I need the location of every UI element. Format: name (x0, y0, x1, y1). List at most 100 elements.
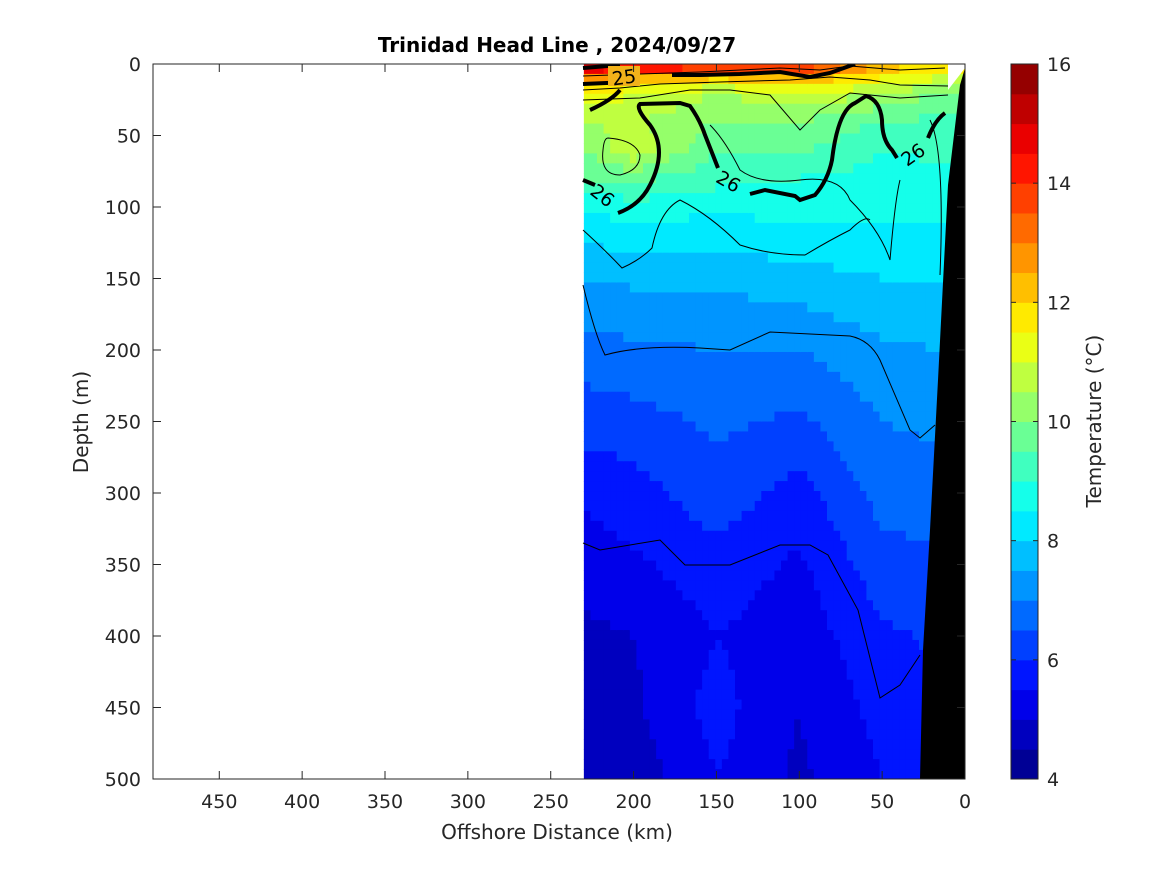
heatmap-cell (636, 719, 644, 730)
colorbar-segment (1011, 123, 1038, 154)
heatmap-cell (623, 371, 631, 383)
heatmap-cell (590, 312, 598, 323)
heatmap-cell (597, 709, 605, 721)
heatmap-cell (721, 600, 730, 611)
heatmap-cell (925, 322, 933, 333)
heatmap-cell (794, 212, 802, 224)
heatmap-cell (675, 451, 684, 462)
heatmap-cell (597, 441, 605, 452)
heatmap-cell (840, 332, 848, 343)
heatmap-cell (656, 461, 664, 472)
heatmap-cell (879, 282, 887, 293)
heatmap-cell (715, 709, 723, 721)
heatmap-cell (695, 252, 703, 264)
heatmap-cell (748, 252, 756, 264)
heatmap-cell (629, 123, 638, 135)
heatmap-cell (735, 600, 743, 611)
y-tick-label: 250 (105, 412, 141, 434)
heatmap-cell (905, 232, 914, 244)
heatmap-cell (892, 371, 900, 383)
heatmap-cell (912, 73, 920, 85)
heatmap-cell (800, 391, 808, 403)
heatmap-cell (846, 431, 854, 442)
heatmap-cell (728, 222, 736, 234)
heatmap-cell (728, 540, 736, 552)
heatmap-cell (682, 212, 690, 224)
heatmap-cell (682, 431, 690, 442)
heatmap-cell (616, 113, 624, 125)
heatmap-cell (649, 113, 657, 125)
heatmap-cell (689, 679, 697, 691)
heatmap-cell (662, 64, 670, 75)
heatmap-cell (662, 441, 670, 452)
heatmap-cell (761, 143, 769, 154)
heatmap-cell (833, 481, 841, 492)
heatmap-cell (840, 510, 848, 522)
heatmap-cell (616, 361, 624, 373)
heatmap-cell (899, 630, 907, 641)
heatmap-cell (761, 769, 769, 779)
heatmap-cell (728, 620, 736, 631)
heatmap-cell (840, 193, 848, 204)
heatmap-cell (840, 491, 848, 502)
heatmap-cell (629, 272, 638, 284)
heatmap-cell (721, 103, 730, 115)
heatmap-cell (748, 610, 756, 621)
heatmap-cell (827, 302, 835, 313)
heatmap-cell (675, 699, 684, 711)
heatmap-cell (820, 73, 828, 85)
heatmap-cell (623, 421, 631, 433)
heatmap-cell (610, 610, 618, 621)
heatmap-cell (833, 332, 841, 343)
heatmap-cell (813, 600, 822, 611)
heatmap-cell (866, 441, 874, 452)
heatmap-cell (846, 332, 854, 343)
heatmap-cell (787, 312, 795, 323)
heatmap-cell (597, 183, 605, 194)
heatmap-cell (827, 193, 835, 204)
heatmap-cell (846, 679, 854, 691)
heatmap-cell (669, 729, 677, 740)
heatmap-cell (649, 351, 657, 363)
heatmap-cell (682, 272, 690, 284)
heatmap-cell (682, 759, 690, 770)
heatmap-cell (840, 749, 848, 760)
heatmap-cell (886, 560, 894, 572)
heatmap-cell (656, 183, 664, 194)
heatmap-cell (597, 232, 605, 244)
heatmap-cell (675, 421, 684, 433)
heatmap-cell (590, 590, 598, 601)
heatmap-cell (669, 143, 677, 154)
heatmap-cell (629, 689, 638, 701)
heatmap-cell (636, 729, 644, 740)
heatmap-cell (873, 252, 881, 264)
heatmap-cell (754, 749, 762, 760)
heatmap-cell (820, 500, 828, 512)
heatmap-cell (689, 173, 697, 184)
heatmap-cell (721, 212, 730, 224)
heatmap-cell (912, 461, 920, 472)
heatmap-cell (912, 441, 920, 452)
heatmap-cell (781, 550, 789, 562)
heatmap-cell (794, 560, 802, 572)
heatmap-cell (583, 431, 592, 442)
heatmap-cell (643, 491, 651, 502)
heatmap-cell (873, 351, 881, 363)
heatmap-cell (866, 630, 874, 641)
heatmap-cell (787, 500, 795, 512)
heatmap-cell (728, 679, 736, 691)
heatmap-cell (827, 242, 835, 254)
heatmap-cell (886, 481, 894, 492)
heatmap-cell (827, 252, 835, 264)
heatmap-cell (833, 222, 841, 234)
heatmap-cell (866, 421, 874, 433)
heatmap-cell (846, 93, 854, 105)
heatmap-cell (781, 570, 789, 581)
heatmap-cell (636, 391, 644, 403)
heatmap-cell (754, 550, 762, 562)
heatmap-cell (623, 222, 631, 234)
heatmap-cell (583, 93, 592, 105)
heatmap-cell (840, 83, 848, 95)
heatmap-cell (827, 540, 835, 552)
heatmap-cell (597, 401, 605, 413)
